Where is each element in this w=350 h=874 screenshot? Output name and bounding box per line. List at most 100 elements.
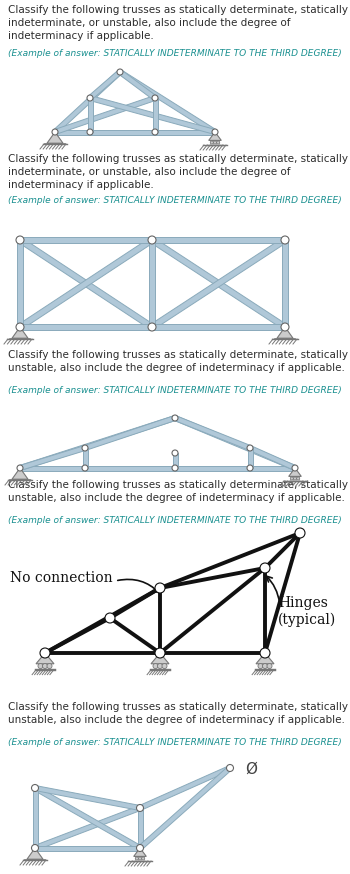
Circle shape: [260, 563, 270, 573]
Polygon shape: [119, 70, 156, 100]
Polygon shape: [20, 324, 285, 330]
Polygon shape: [12, 327, 28, 338]
Circle shape: [117, 69, 123, 75]
Polygon shape: [36, 653, 54, 663]
Circle shape: [142, 857, 145, 860]
Circle shape: [258, 663, 263, 669]
Circle shape: [155, 648, 165, 658]
Circle shape: [262, 663, 267, 669]
Polygon shape: [153, 98, 158, 132]
Polygon shape: [55, 129, 215, 135]
Circle shape: [135, 857, 138, 860]
Circle shape: [267, 663, 272, 669]
Text: Classify the following trusses as statically determinate, statically
indetermina: Classify the following trusses as static…: [8, 154, 348, 191]
Circle shape: [32, 785, 38, 792]
Text: (Example of answer: STATICALLY INDETERMINATE TO THE THIRD DEGREE): (Example of answer: STATICALLY INDETERMI…: [8, 196, 342, 205]
Polygon shape: [53, 70, 122, 134]
Polygon shape: [138, 766, 232, 850]
Circle shape: [296, 477, 300, 480]
Polygon shape: [119, 70, 216, 134]
Polygon shape: [35, 845, 140, 850]
Circle shape: [210, 141, 214, 144]
Circle shape: [260, 648, 270, 658]
Polygon shape: [289, 468, 301, 476]
Text: (Example of answer: STATICALLY INDETERMINATE TO THE THIRD DEGREE): (Example of answer: STATICALLY INDETERMI…: [8, 516, 342, 525]
Polygon shape: [20, 237, 285, 243]
Polygon shape: [27, 848, 43, 859]
Circle shape: [247, 445, 253, 451]
Circle shape: [32, 844, 38, 851]
Polygon shape: [18, 238, 154, 329]
Polygon shape: [34, 786, 141, 850]
Polygon shape: [47, 132, 63, 143]
Circle shape: [17, 465, 23, 471]
Circle shape: [139, 857, 141, 860]
Circle shape: [292, 465, 298, 471]
Circle shape: [172, 415, 178, 421]
Polygon shape: [17, 240, 23, 327]
Circle shape: [226, 765, 233, 772]
Circle shape: [293, 477, 296, 480]
Circle shape: [82, 445, 88, 451]
Circle shape: [155, 583, 165, 593]
Polygon shape: [150, 238, 287, 329]
Text: Hinges
(typical): Hinges (typical): [278, 596, 336, 627]
Polygon shape: [54, 95, 156, 135]
Polygon shape: [20, 466, 295, 470]
Circle shape: [214, 141, 217, 144]
Polygon shape: [138, 808, 142, 848]
Text: (Example of answer: STATICALLY INDETERMINATE TO THE THIRD DEGREE): (Example of answer: STATICALLY INDETERMI…: [8, 49, 342, 58]
Polygon shape: [88, 98, 92, 132]
Circle shape: [42, 663, 48, 669]
Circle shape: [82, 465, 88, 471]
Circle shape: [172, 465, 178, 471]
Polygon shape: [139, 766, 231, 810]
Polygon shape: [249, 446, 296, 470]
Polygon shape: [174, 416, 251, 450]
Circle shape: [158, 663, 162, 669]
Polygon shape: [256, 653, 274, 663]
Polygon shape: [34, 806, 141, 850]
Circle shape: [152, 95, 158, 101]
Polygon shape: [12, 468, 28, 479]
Circle shape: [87, 95, 93, 101]
Circle shape: [281, 323, 289, 331]
Circle shape: [40, 648, 50, 658]
Circle shape: [47, 663, 52, 669]
Polygon shape: [83, 448, 88, 468]
Circle shape: [290, 477, 293, 480]
Polygon shape: [209, 132, 221, 141]
Circle shape: [38, 663, 43, 669]
Circle shape: [153, 663, 158, 669]
Polygon shape: [89, 95, 216, 135]
Circle shape: [105, 613, 115, 623]
Circle shape: [217, 141, 220, 144]
Polygon shape: [18, 238, 154, 329]
Circle shape: [295, 528, 305, 538]
Polygon shape: [19, 446, 86, 470]
Polygon shape: [174, 416, 296, 470]
Circle shape: [136, 844, 144, 851]
Text: Ø: Ø: [245, 762, 257, 777]
Circle shape: [148, 323, 156, 331]
Circle shape: [16, 236, 24, 244]
Text: Classify the following trusses as statically determinate, statically indetermina: Classify the following trusses as static…: [8, 480, 350, 503]
Circle shape: [247, 465, 253, 471]
Polygon shape: [88, 70, 122, 100]
Circle shape: [52, 129, 58, 135]
Circle shape: [281, 236, 289, 244]
Circle shape: [212, 129, 218, 135]
Polygon shape: [173, 453, 177, 468]
Polygon shape: [151, 653, 169, 663]
Polygon shape: [282, 240, 288, 327]
Text: Classify the following trusses as statically determinate, statically indetermina: Classify the following trusses as static…: [8, 350, 350, 373]
Circle shape: [148, 236, 156, 244]
Text: (Example of answer: STATICALLY INDETERMINATE TO THE THIRD DEGREE): (Example of answer: STATICALLY INDETERMI…: [8, 738, 342, 747]
Circle shape: [162, 663, 167, 669]
Text: (Example of answer: STATICALLY INDETERMINATE TO THE THIRD DEGREE): (Example of answer: STATICALLY INDETERMI…: [8, 386, 342, 395]
Circle shape: [172, 450, 178, 456]
Text: Classify the following trusses as statically determinate, statically indetermina: Classify the following trusses as static…: [8, 702, 350, 725]
Text: Classify the following trusses as statically determinate, statically
indetermina: Classify the following trusses as static…: [8, 5, 348, 41]
Polygon shape: [19, 416, 176, 470]
Polygon shape: [277, 327, 293, 338]
